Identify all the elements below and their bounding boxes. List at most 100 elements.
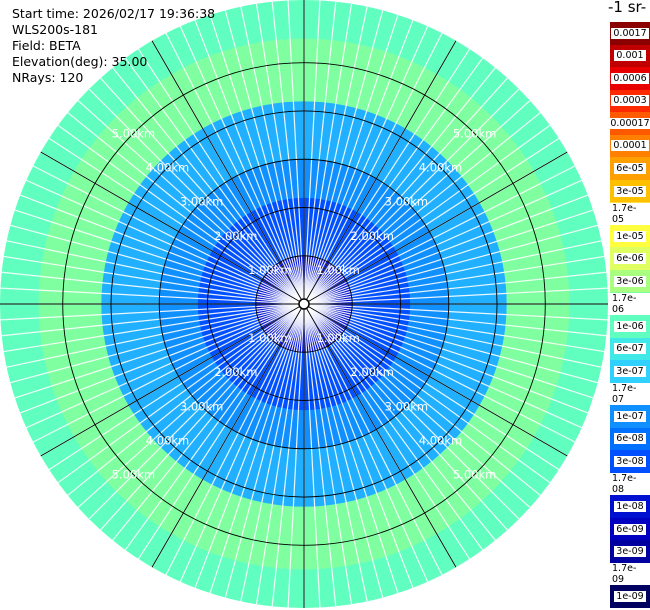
colorbar-tick-label: 0.00017 [608, 117, 650, 129]
colorbar-cell: 0.00017 [608, 112, 650, 135]
range-ring-label: 5.00km [112, 126, 155, 140]
ray-line [224, 10, 305, 305]
range-ring-label: 1.00km [248, 263, 291, 277]
ray-line [303, 224, 598, 305]
ray-line [303, 303, 551, 484]
colorbar-cell: 1.7e-05 [610, 202, 650, 225]
ray-line [303, 19, 414, 305]
colorbar-tick-label: 0.001 [614, 50, 646, 62]
ray-line [124, 303, 305, 551]
ray-line [303, 271, 607, 305]
ray-line [10, 303, 305, 384]
ray-line [88, 88, 305, 305]
colorbar-tick-label: 6e-09 [614, 523, 646, 535]
radial-grid-line [303, 303, 568, 457]
ray-line [224, 303, 305, 598]
colorbar-tick-label: 1.7e-05 [610, 202, 650, 225]
ray-line [303, 165, 576, 305]
ray-line [1, 271, 305, 305]
colorbar-tick-label: 1.7e-08 [610, 473, 650, 496]
colorbar-tick-label: 3e-09 [614, 546, 646, 558]
ray-line [303, 179, 582, 305]
colorbar-cell: 1e-07 [610, 405, 650, 428]
radial-grid-line [40, 151, 305, 305]
colorbar-cell: 6e-09 [610, 517, 650, 541]
ray-line [100, 77, 305, 305]
colorbar-cell: 1.7e-06 [610, 292, 650, 315]
ray-line [287, 303, 305, 608]
colorbar-cell: 3e-06 [610, 269, 650, 293]
ray-line [32, 303, 305, 443]
colorbar-cell: 6e-08 [610, 427, 650, 451]
ray-line [303, 303, 384, 598]
ray-line [124, 57, 305, 305]
colorbar-tick-label: 1e-09 [614, 591, 646, 603]
device-label: WLS200s-181 [12, 22, 98, 37]
colorbar-cell: 6e-06 [610, 247, 650, 270]
ray-line [14, 209, 305, 305]
ray-line [303, 1, 337, 305]
colorbar-cell: 0.0003 [610, 89, 650, 113]
colorbar-tick-label: 1.7e-09 [610, 563, 650, 586]
colorbar-tick-label: 3e-05 [614, 185, 646, 197]
ray-line [209, 303, 305, 594]
ray-line [303, 303, 520, 520]
ray-line [1, 303, 305, 337]
elevation-label: Elevation(deg): 35.00 [12, 54, 148, 69]
colorbar-cell: 0.0001 [610, 134, 650, 158]
colorbar-cell: 6e-05 [610, 157, 650, 180]
range-ring-label: 5.00km [112, 468, 155, 482]
ray-line [303, 194, 589, 305]
radial-grid-line [303, 303, 457, 568]
ray-line [303, 303, 589, 414]
ray-line [137, 303, 305, 560]
colorbar-tick-label: 3e-06 [614, 275, 646, 287]
ray-line [3, 303, 305, 353]
ray-line [303, 303, 508, 531]
colorbar-tick-label: 6e-08 [614, 433, 646, 445]
ray-line [303, 10, 384, 305]
colorbar-tick-label: 6e-06 [614, 253, 646, 265]
ray-line [0, 303, 305, 321]
colorbar-cell: 3e-05 [610, 179, 650, 203]
colorbar-tick-label: 6e-05 [614, 162, 646, 174]
colorbar-tick-label: 1e-06 [614, 320, 646, 332]
ray-line [303, 57, 484, 305]
range-ring-label: 1.00km [316, 331, 359, 345]
range-ring-label: 3.00km [180, 399, 223, 413]
ray-line [6, 303, 305, 368]
colorbar-cell: 1e-09 [610, 585, 650, 608]
ray-line [303, 303, 484, 551]
ray-line [303, 303, 399, 594]
ray-line [57, 124, 305, 305]
ray-line [303, 303, 321, 608]
ray-line [303, 88, 520, 305]
ray-line [112, 303, 305, 541]
ray-line [303, 303, 368, 602]
ray-line [0, 287, 305, 305]
ray-line [303, 303, 429, 582]
range-ring-label: 5.00km [453, 468, 496, 482]
ray-line [303, 3, 353, 305]
ray-line [19, 194, 305, 305]
ray-line [303, 112, 541, 305]
colorbar-cell: 6e-07 [610, 337, 650, 361]
ray-line [240, 303, 305, 602]
ray-line [32, 165, 305, 305]
range-ring-label: 4.00km [419, 433, 462, 447]
ray-line [240, 6, 305, 305]
colorbar-cell: 0.0017 [610, 22, 650, 45]
ray-line [194, 19, 305, 305]
colorbar-cell: 1.7e-08 [610, 472, 650, 496]
ray-line [303, 303, 560, 471]
ray-line [137, 48, 305, 305]
colorbar: 0.0017 0.001 0.0006 0.0003 0.00017 0.0001 6e-0… [608, 22, 650, 608]
radial-grid-line [151, 40, 305, 305]
ray-line [303, 303, 582, 429]
ray-line [209, 14, 305, 305]
ray-line [48, 303, 305, 471]
ray-line [194, 303, 305, 589]
range-ring-label: 4.00km [146, 161, 189, 175]
range-ring-label: 2.00km [351, 365, 394, 379]
ray-line [67, 112, 305, 305]
